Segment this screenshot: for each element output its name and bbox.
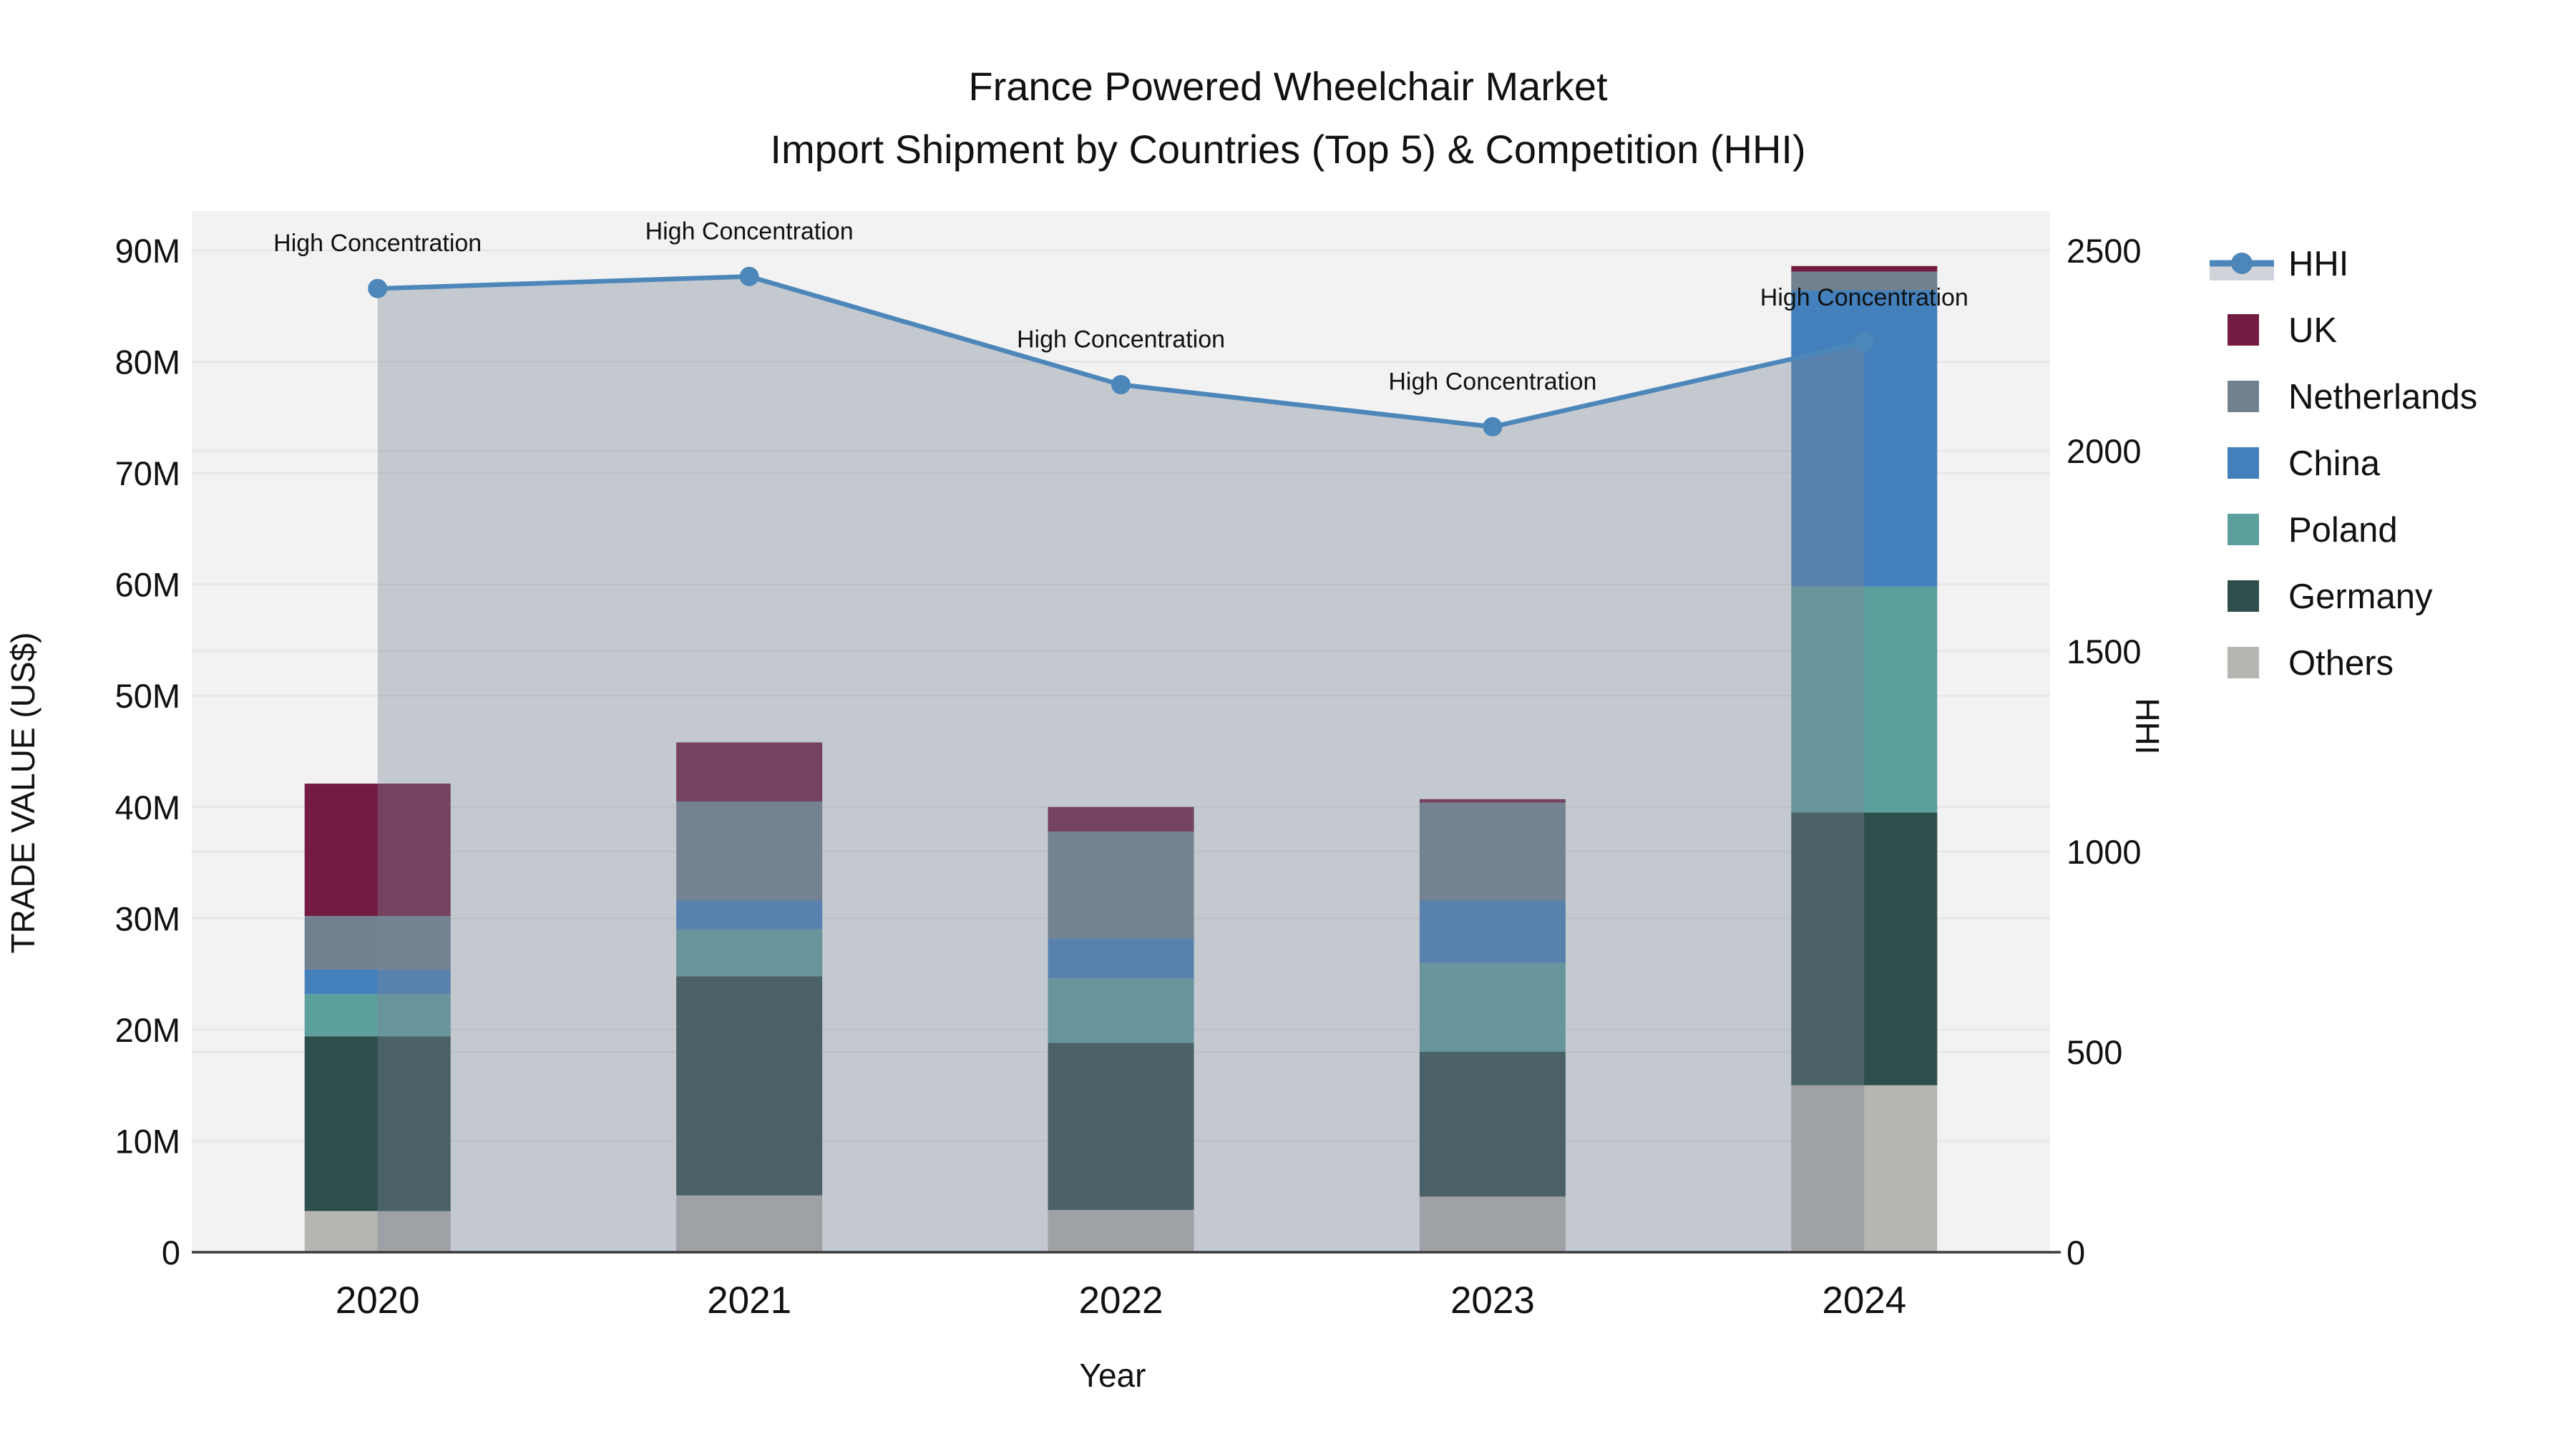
legend-label-germany: Germany [2288, 577, 2433, 616]
bar-segment-poland-2020[interactable] [304, 994, 451, 1037]
y-tick-left-70m: 70M [115, 454, 180, 492]
hhi-area-layer [368, 266, 1874, 1252]
bar-segment-germany-2023[interactable] [1419, 1052, 1566, 1197]
annotations-layer: High Concentration High Concentration High… [273, 218, 1968, 395]
legend-label-hhi: HHI [2288, 245, 2348, 283]
bar-segment-others-2023[interactable] [1419, 1196, 1566, 1252]
bar-segment-poland-2024[interactable] [1791, 586, 1938, 813]
legend-item-poland[interactable]: Poland [2228, 511, 2398, 550]
chart-title-line1: France Powered Wheelchair Market [968, 64, 1608, 109]
bar-segment-netherlands-2020[interactable] [304, 916, 451, 970]
legend-swatch-uk [2228, 314, 2259, 346]
y-tick-left-40m: 40M [115, 789, 180, 826]
legend-swatch-netherlands [2228, 381, 2259, 412]
annotation-2024: High Concentration [1760, 284, 1968, 311]
legend-label-others: Others [2288, 644, 2394, 683]
y-tick-right-1000: 1000 [2067, 833, 2142, 871]
legend-swatch-poland [2228, 514, 2259, 545]
hhi-marker-2023[interactable] [1483, 416, 1503, 436]
y-tick-left-60m: 60M [115, 566, 180, 604]
annotation-2021: High Concentration [645, 218, 854, 245]
legend-item-china[interactable]: China [2228, 444, 2381, 483]
legend: HHI UK Netherlands China Poland Germany Others [2210, 245, 2477, 683]
bar-segment-germany-2021[interactable] [676, 976, 823, 1196]
bar-segment-china-2021[interactable] [676, 900, 823, 930]
legend-item-hhi[interactable]: HHI [2210, 245, 2348, 283]
y-tick-left-0: 0 [162, 1234, 180, 1272]
annotation-2023: High Concentration [1388, 368, 1596, 395]
y-tick-left-10m: 10M [115, 1122, 180, 1160]
bar-segment-uk-2021[interactable] [676, 742, 823, 801]
y-tick-left-30m: 30M [115, 899, 180, 937]
bar-segment-china-2020[interactable] [304, 969, 451, 995]
bar-segment-china-2022[interactable] [1048, 938, 1194, 979]
y-tick-left-50m: 50M [115, 677, 180, 715]
hhi-marker-2021[interactable] [739, 266, 759, 286]
x-tick-2024: 2024 [1822, 1279, 1906, 1322]
y-axis-title-right: HHI [2129, 698, 2166, 754]
bar-segment-china-2023[interactable] [1419, 900, 1566, 963]
bar-segment-others-2021[interactable] [676, 1195, 823, 1252]
y-tick-right-1500: 1500 [2067, 633, 2142, 670]
y-tick-right-2000: 2000 [2067, 432, 2142, 470]
legend-label-poland: Poland [2288, 511, 2398, 550]
bar-segment-uk-2020[interactable] [304, 784, 451, 917]
bar-segment-uk-2024[interactable] [1791, 265, 1938, 272]
bar-segment-netherlands-2021[interactable] [676, 801, 823, 901]
bar-segment-netherlands-2022[interactable] [1048, 831, 1194, 939]
y-tick-right-0: 0 [2067, 1234, 2085, 1272]
bar-segment-germany-2020[interactable] [304, 1036, 451, 1211]
legend-item-others[interactable]: Others [2228, 644, 2394, 683]
legend-swatch-hhi-marker [2231, 253, 2253, 274]
y-tick-left-80m: 80M [115, 343, 180, 381]
annotation-2022: High Concentration [1017, 326, 1225, 353]
hhi-marker-2024[interactable] [1854, 333, 1874, 353]
bar-segment-poland-2022[interactable] [1048, 978, 1194, 1043]
y-tick-left-20m: 20M [115, 1011, 180, 1049]
legend-item-uk[interactable]: UK [2228, 311, 2337, 350]
x-tick-2022: 2022 [1079, 1279, 1163, 1322]
bars-layer [304, 265, 1938, 1252]
hhi-area-fill [377, 276, 1865, 1252]
bar-segment-others-2022[interactable] [1048, 1209, 1194, 1252]
bar-segment-germany-2024[interactable] [1791, 812, 1938, 1085]
bar-segment-poland-2023[interactable] [1419, 962, 1566, 1052]
y-axis-title-left: TRADE VALUE (US$) [4, 632, 42, 953]
y-tick-right-500: 500 [2067, 1033, 2122, 1071]
legend-swatch-germany [2228, 580, 2259, 612]
y-tick-right-2500: 2500 [2067, 232, 2142, 270]
bar-segment-uk-2023[interactable] [1419, 799, 1566, 803]
bar-segment-uk-2022[interactable] [1048, 806, 1194, 831]
bar-segment-netherlands-2023[interactable] [1419, 802, 1566, 901]
x-tick-2023: 2023 [1450, 1279, 1535, 1322]
legend-swatch-china [2228, 447, 2259, 479]
y-tick-left-90m: 90M [115, 232, 180, 270]
annotation-2020: High Concentration [273, 230, 482, 257]
legend-swatch-others [2228, 647, 2259, 678]
hhi-marker-2020[interactable] [368, 278, 388, 298]
hhi-marker-2022[interactable] [1111, 375, 1131, 395]
bar-segment-poland-2021[interactable] [676, 929, 823, 977]
legend-item-germany[interactable]: Germany [2228, 577, 2433, 616]
bar-segment-germany-2022[interactable] [1048, 1043, 1194, 1210]
legend-label-netherlands: Netherlands [2288, 378, 2477, 416]
legend-label-china: China [2288, 444, 2381, 483]
bar-segment-others-2020[interactable] [304, 1211, 451, 1252]
ticks-layer: 0 10M 20M 30M 40M 50M 60M 70M 80M 90M 0 500 1000 1500… [115, 232, 2142, 1322]
legend-label-uk: UK [2288, 311, 2337, 350]
chart-title-line2: Import Shipment by Countries (Top 5) & C… [770, 127, 1805, 172]
x-tick-2020: 2020 [336, 1279, 420, 1322]
legend-item-netherlands[interactable]: Netherlands [2228, 378, 2477, 416]
x-axis-title: Year [1080, 1357, 1146, 1394]
bar-segment-others-2024[interactable] [1791, 1085, 1938, 1252]
x-tick-2021: 2021 [707, 1279, 791, 1322]
bar-segment-netherlands-2024[interactable] [1791, 271, 1938, 291]
